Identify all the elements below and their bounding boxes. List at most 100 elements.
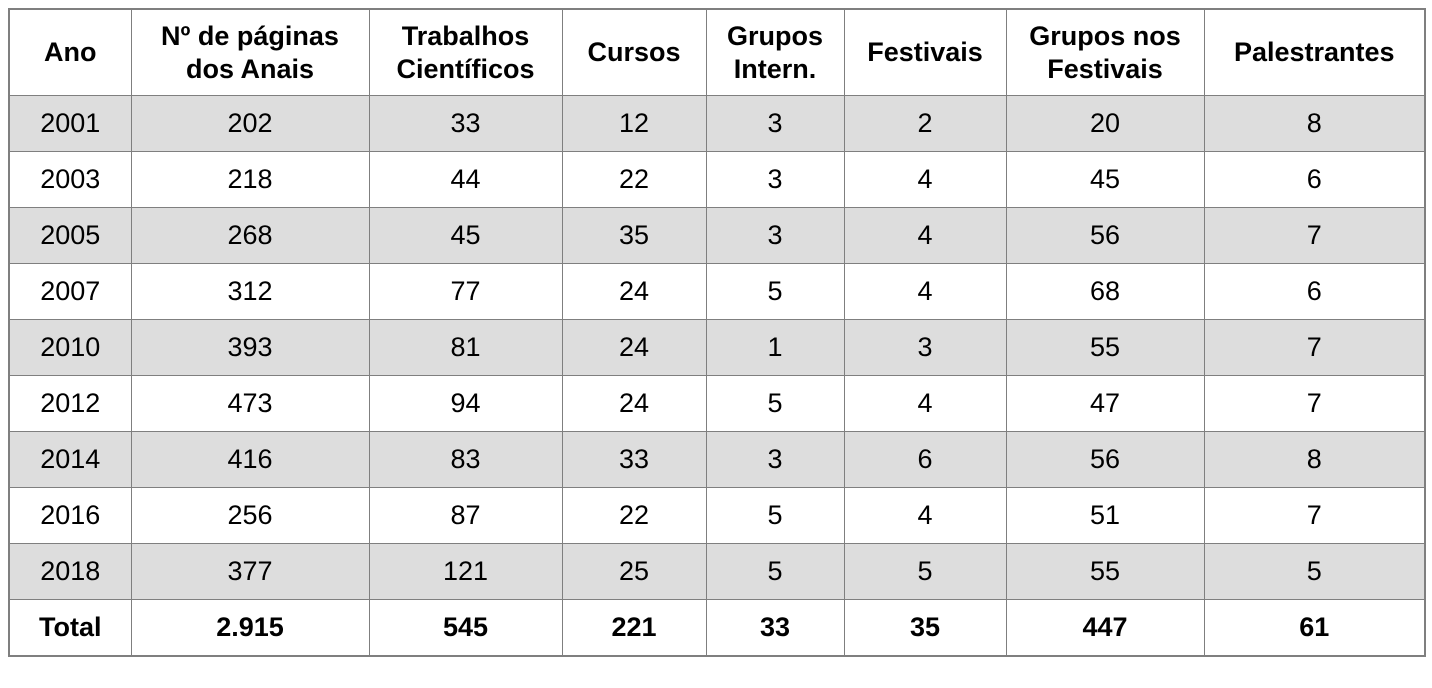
- table-row: 2016 256 87 22 5 4 51 7: [8, 487, 1426, 544]
- table-row: 2007 312 77 24 5 4 68 6: [8, 263, 1426, 320]
- table-cell: 81: [368, 319, 563, 376]
- table-cell: 61: [1203, 599, 1426, 657]
- table-cell: 5: [705, 543, 845, 600]
- total-row: Total 2.915 545 221 33 35 447 61: [8, 599, 1426, 657]
- row-header-cell: 2012: [8, 375, 132, 432]
- table-cell: 7: [1203, 487, 1426, 544]
- table-cell: 56: [1005, 207, 1205, 264]
- table-cell: 393: [130, 319, 370, 376]
- table-cell: 3: [705, 207, 845, 264]
- table-cell: 22: [561, 487, 707, 544]
- table-cell: 12: [561, 95, 707, 152]
- table-cell: 47: [1005, 375, 1205, 432]
- table-cell: 268: [130, 207, 370, 264]
- table-cell: 4: [843, 207, 1007, 264]
- table-cell: 256: [130, 487, 370, 544]
- table-cell: 202: [130, 95, 370, 152]
- table-cell: 7: [1203, 319, 1426, 376]
- table-cell: 51: [1005, 487, 1205, 544]
- table-row: 2018 377 121 25 5 5 55 5: [8, 543, 1426, 600]
- row-header-cell: 2016: [8, 487, 132, 544]
- table-cell: 22: [561, 151, 707, 208]
- column-header-grupos-nos-festivais: Grupos nos Festivais: [1005, 8, 1205, 96]
- table-cell: 94: [368, 375, 563, 432]
- table-cell: 55: [1005, 543, 1205, 600]
- table-body: 2001 202 33 12 3 2 20 8 2003 218 44 22 3 4 45 6 2005 268 4…: [8, 95, 1426, 657]
- table-row: 2012 473 94 24 5 4 47 7: [8, 375, 1426, 432]
- column-header-ano: Ano: [8, 8, 132, 96]
- table-cell: 77: [368, 263, 563, 320]
- table-cell: 33: [368, 95, 563, 152]
- table-cell: 5: [705, 375, 845, 432]
- table-cell: 33: [705, 599, 845, 657]
- table-cell: 44: [368, 151, 563, 208]
- table-cell: 8: [1203, 431, 1426, 488]
- table-cell: 7: [1203, 375, 1426, 432]
- table-cell: 3: [705, 431, 845, 488]
- table-cell: 5: [1203, 543, 1426, 600]
- table-cell: 5: [705, 263, 845, 320]
- column-header-cursos: Cursos: [561, 8, 707, 96]
- table-cell: 20: [1005, 95, 1205, 152]
- table-cell: 68: [1005, 263, 1205, 320]
- table-cell: 4: [843, 151, 1007, 208]
- table-cell: 83: [368, 431, 563, 488]
- table-cell: 35: [843, 599, 1007, 657]
- table-row: 2003 218 44 22 3 4 45 6: [8, 151, 1426, 208]
- header-row: Ano Nº de páginas dos Anais Trabalhos Ci…: [8, 8, 1426, 96]
- table-cell: 2: [843, 95, 1007, 152]
- table-cell: 24: [561, 263, 707, 320]
- table-cell: 4: [843, 375, 1007, 432]
- column-header-trabalhos-cientificos: Trabalhos Científicos: [368, 8, 563, 96]
- table-cell: 377: [130, 543, 370, 600]
- table-cell: 4: [843, 263, 1007, 320]
- table-row: 2014 416 83 33 3 6 56 8: [8, 431, 1426, 488]
- table-cell: 87: [368, 487, 563, 544]
- table-row: 2005 268 45 35 3 4 56 7: [8, 207, 1426, 264]
- table-cell: 7: [1203, 207, 1426, 264]
- column-header-festivais: Festivais: [843, 8, 1007, 96]
- row-header-cell: 2018: [8, 543, 132, 600]
- table-cell: 8: [1203, 95, 1426, 152]
- row-header-cell: 2001: [8, 95, 132, 152]
- table-cell: 4: [843, 487, 1007, 544]
- row-header-cell: 2007: [8, 263, 132, 320]
- table-cell: 2.915: [130, 599, 370, 657]
- table-cell: 6: [1203, 151, 1426, 208]
- row-header-cell: 2005: [8, 207, 132, 264]
- table-cell: 3: [843, 319, 1007, 376]
- table-cell: 24: [561, 319, 707, 376]
- table-cell: 312: [130, 263, 370, 320]
- row-header-cell: 2003: [8, 151, 132, 208]
- table-cell: 473: [130, 375, 370, 432]
- table-row: 2010 393 81 24 1 3 55 7: [8, 319, 1426, 376]
- table-cell: 56: [1005, 431, 1205, 488]
- statistics-table: Ano Nº de páginas dos Anais Trabalhos Ci…: [8, 8, 1426, 657]
- table-header: Ano Nº de páginas dos Anais Trabalhos Ci…: [8, 8, 1426, 96]
- table-cell: 33: [561, 431, 707, 488]
- table-cell: 221: [561, 599, 707, 657]
- table-cell: 3: [705, 151, 845, 208]
- table-cell: 1: [705, 319, 845, 376]
- table-cell: 545: [368, 599, 563, 657]
- table-cell: 121: [368, 543, 563, 600]
- column-header-palestrantes: Palestrantes: [1203, 8, 1426, 96]
- column-header-paginas-anais: Nº de páginas dos Anais: [130, 8, 370, 96]
- table-cell: 6: [843, 431, 1007, 488]
- table-cell: 5: [843, 543, 1007, 600]
- column-header-grupos-intern: Grupos Intern.: [705, 8, 845, 96]
- table-cell: 45: [1005, 151, 1205, 208]
- table-cell: 218: [130, 151, 370, 208]
- table-cell: 55: [1005, 319, 1205, 376]
- row-header-cell: 2014: [8, 431, 132, 488]
- row-header-cell: Total: [8, 599, 132, 657]
- table-cell: 5: [705, 487, 845, 544]
- table-cell: 6: [1203, 263, 1426, 320]
- table-row: 2001 202 33 12 3 2 20 8: [8, 95, 1426, 152]
- table-cell: 45: [368, 207, 563, 264]
- row-header-cell: 2010: [8, 319, 132, 376]
- table-cell: 35: [561, 207, 707, 264]
- table-cell: 447: [1005, 599, 1205, 657]
- table-cell: 3: [705, 95, 845, 152]
